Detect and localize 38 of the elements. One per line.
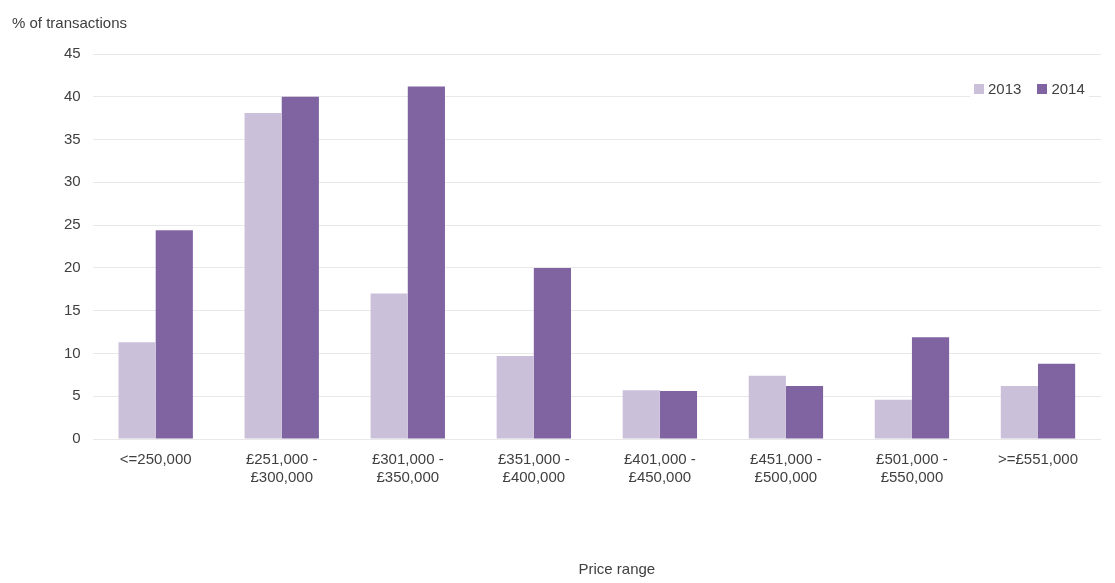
y-tick-label: 40 — [64, 86, 81, 104]
y-tick-label: 0 — [72, 429, 81, 447]
bar — [533, 267, 571, 439]
x-tick-label: £251,000 - £300,000 — [245, 450, 318, 486]
y-tick-label: 5 — [72, 386, 81, 404]
bar — [748, 375, 786, 439]
legend-label: 2014 — [1051, 80, 1085, 97]
x-tick-label: £351,000 - £400,000 — [497, 450, 570, 486]
y-tick-label: 35 — [64, 129, 81, 147]
bar — [874, 399, 912, 439]
y-tick-label: 25 — [64, 215, 81, 233]
bar — [1000, 385, 1038, 439]
x-tick-label: <=250,000 — [119, 450, 192, 468]
x-axis-title: Price range — [578, 560, 656, 578]
bar — [407, 86, 445, 439]
bar — [244, 113, 282, 439]
x-tick-label: >=£551,000 — [997, 450, 1079, 468]
y-axis-title: % of transactions — [12, 14, 128, 32]
y-tick-label: 30 — [64, 172, 81, 190]
bar — [659, 391, 698, 439]
bar — [281, 96, 319, 439]
y-tick-label: 15 — [64, 300, 81, 318]
y-tick-label: 45 — [64, 44, 81, 62]
x-tick-label: £301,000 - £350,000 — [371, 450, 444, 486]
y-tick-label: 20 — [64, 258, 81, 276]
x-tick-label: £501,000 - £550,000 — [876, 450, 948, 486]
bar — [1037, 363, 1076, 439]
bar — [911, 337, 950, 439]
legend-label: 2013 — [988, 80, 1022, 97]
bar — [785, 385, 824, 439]
bar — [118, 342, 156, 439]
x-tick-label: £401,000 - £450,000 — [623, 450, 696, 486]
x-tick-label: £451,000 - £500,000 — [750, 450, 822, 486]
bar — [370, 293, 408, 439]
bar — [622, 390, 660, 439]
y-tick-label: 10 — [64, 343, 81, 361]
bar — [496, 356, 534, 439]
bar — [155, 230, 193, 439]
